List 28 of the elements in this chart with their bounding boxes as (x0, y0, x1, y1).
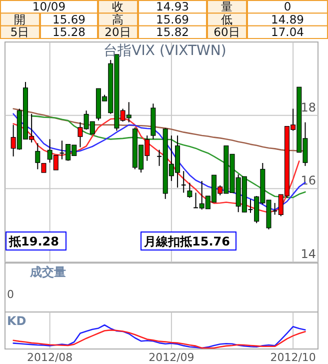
text: 15.69 (156, 12, 189, 26)
text: 量 (221, 0, 233, 14)
text: 14.93 (156, 0, 189, 14)
text: 0 (284, 0, 292, 14)
chart-title: 台指VIX (VIXTWN) (104, 43, 226, 59)
text: 高 (112, 12, 124, 26)
text: 開 (14, 12, 26, 26)
text: 15.82 (156, 25, 189, 39)
text: 20日 (104, 25, 132, 39)
annotation: 抵19.28 (8, 234, 59, 248)
text: 15.69 (52, 12, 86, 26)
text: 15.28 (52, 25, 86, 39)
text: 60日 (214, 25, 240, 39)
text: 成交量 (29, 265, 66, 279)
y-tick-label: 14 (300, 247, 316, 261)
x-tick-label: 2012/10 (270, 351, 316, 364)
text: 低 (221, 12, 233, 26)
chart-title: KD (7, 314, 26, 328)
text: 收 (112, 0, 124, 14)
annotation: 月線扣抵15.76 (143, 234, 230, 248)
text: 5日 (10, 25, 30, 39)
text: 0 (7, 288, 14, 301)
x-tick-label: 2012/08 (26, 351, 73, 364)
text: 14.89 (271, 12, 304, 26)
text: 10/09 (32, 0, 66, 14)
text: 17.04 (271, 25, 304, 39)
x-tick-label: 2012/09 (148, 351, 194, 364)
y-tick-label: 18 (300, 100, 316, 114)
